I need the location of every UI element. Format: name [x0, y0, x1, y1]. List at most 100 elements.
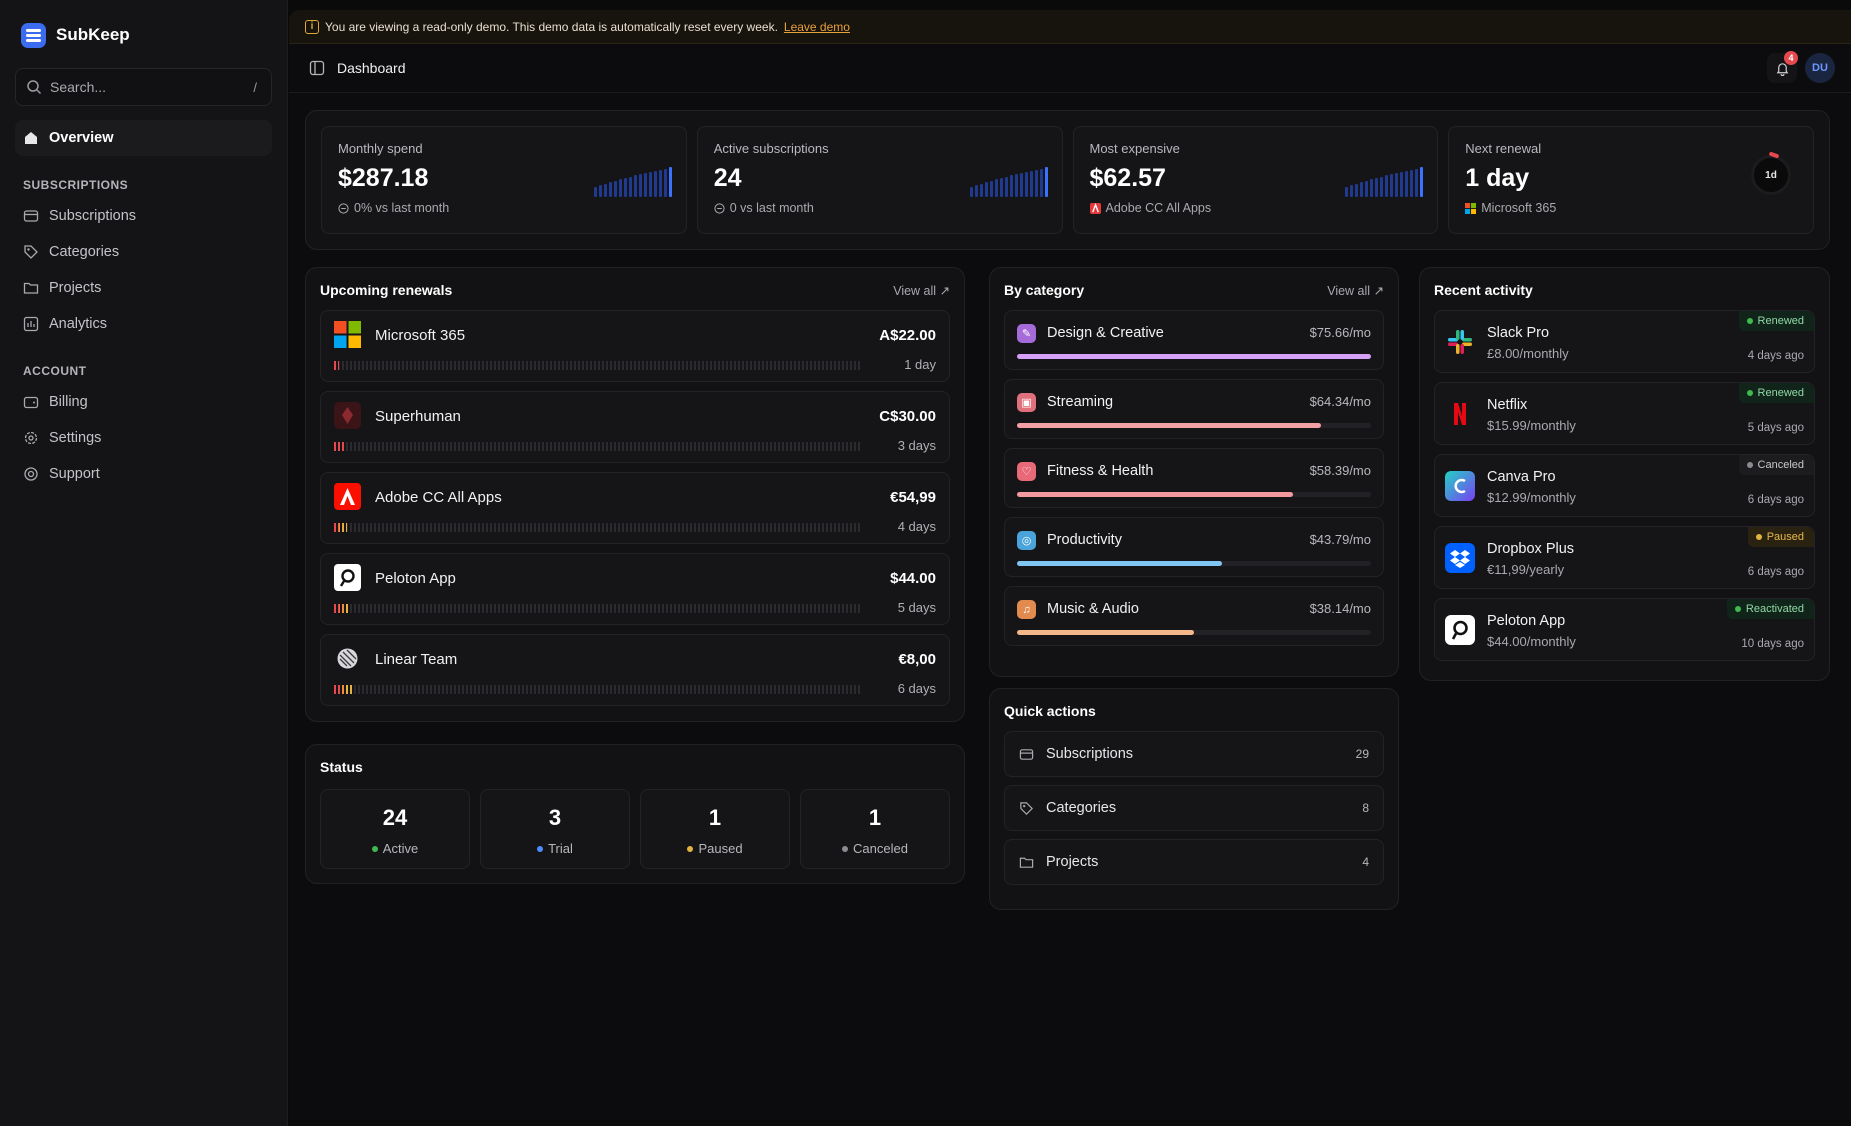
microsoft-icon	[334, 321, 361, 348]
renewal-price: $44.00	[890, 570, 936, 587]
sidebar-item-billing[interactable]: Billing	[15, 384, 272, 420]
search-placeholder: Search...	[50, 79, 107, 95]
activity-item[interactable]: Peloton App $44.00/monthly Reactivated 1…	[1434, 598, 1815, 661]
gear-icon	[24, 431, 38, 445]
sidebar-item-subscriptions[interactable]: Subscriptions	[15, 198, 272, 234]
badge-dot	[1734, 606, 1741, 612]
activity-status-badge: Paused	[1747, 527, 1814, 547]
status-label: Active	[382, 841, 419, 856]
search-input[interactable]: Search... /	[15, 68, 272, 106]
activity-item[interactable]: Slack Pro £8.00/monthly Renewed 4 days a…	[1434, 310, 1815, 373]
sparkline-bar	[603, 184, 607, 197]
status-active[interactable]: 24 Active	[320, 789, 470, 869]
category-bar-fill	[1017, 492, 1294, 497]
demo-banner: i You are viewing a read-only demo. This…	[289, 10, 1851, 44]
sparkline-bar	[668, 167, 672, 197]
sparkline-bar	[1350, 185, 1354, 197]
renewal-item[interactable]: Microsoft 365 A$22.00 1 day	[320, 310, 950, 382]
badge-label: Paused	[1766, 531, 1804, 543]
sidebar-toggle-icon[interactable]	[309, 60, 325, 76]
view-all-renewals-link[interactable]: View all ↗	[893, 283, 950, 298]
view-all-categories-link[interactable]: View all ↗	[1327, 283, 1384, 298]
kpi-sub-text: 0 vs last month	[729, 201, 814, 215]
main-content: i You are viewing a read-only demo. This…	[289, 10, 1851, 1120]
quick-action-projects[interactable]: Projects 4	[1004, 839, 1384, 885]
activity-name: Peloton App	[1487, 613, 1566, 629]
sparkline-bar	[974, 185, 978, 197]
renewal-item[interactable]: Adobe CC All Apps €54,99 4 days	[320, 472, 950, 544]
panel-title: By category	[1004, 282, 1085, 298]
kpi-active-subscriptions: Active subscriptions 24 0 vs last month	[696, 126, 1063, 234]
renewal-progress-fill	[334, 523, 347, 532]
sparkline-bar	[648, 172, 652, 197]
kpi-sub-text: Adobe CC All Apps	[1105, 201, 1212, 215]
category-item[interactable]: ✎ Design & Creative $75.66/mo	[1004, 310, 1384, 370]
notifications-button[interactable]: 4	[1767, 51, 1798, 83]
sparkline-bar	[969, 187, 973, 197]
sidebar-item-label: Overview	[49, 130, 114, 146]
sparkline-bar	[1420, 167, 1424, 197]
renewal-progress-track	[334, 523, 861, 532]
category-amount: $64.34/mo	[1309, 394, 1371, 409]
category-item[interactable]: ♫ Music & Audio $38.14/mo	[1004, 586, 1384, 646]
sparkline-bar	[1024, 172, 1028, 197]
minus-circle-icon	[714, 202, 725, 214]
quick-action-categories[interactable]: Categories 8	[1004, 785, 1384, 831]
slack-icon	[1445, 327, 1475, 357]
status-trial[interactable]: 3 Trial	[480, 789, 630, 869]
sparkline-bars	[593, 163, 672, 197]
kpi-value: $62.57	[1089, 164, 1166, 192]
kpi-value: 1 day	[1465, 164, 1530, 192]
sparkline-bar	[999, 178, 1003, 197]
sparkline-bar	[633, 175, 637, 197]
activity-item[interactable]: Netflix $15.99/monthly Renewed 5 days ag…	[1434, 382, 1815, 445]
brand-name: SubKeep	[56, 25, 130, 44]
category-bar-fill	[1017, 630, 1194, 635]
search-icon	[27, 80, 42, 95]
activity-time: 4 days ago	[1747, 350, 1804, 362]
activity-item[interactable]: Dropbox Plus €11,99/yearly Paused 6 days…	[1434, 526, 1815, 589]
status-dot	[687, 845, 694, 852]
pen-icon: ✎	[1017, 324, 1036, 343]
sidebar-item-analytics[interactable]: Analytics	[15, 306, 272, 342]
quick-action-subscriptions[interactable]: Subscriptions 29	[1004, 731, 1384, 777]
sidebar-item-overview[interactable]: Overview	[15, 120, 272, 156]
quick-action-count: 8	[1362, 801, 1369, 815]
activity-item[interactable]: Canva Pro $12.99/monthly Canceled 6 days…	[1434, 454, 1815, 517]
activity-status-badge: Canceled	[1738, 455, 1814, 475]
category-item[interactable]: ▣ Streaming $64.34/mo	[1004, 379, 1384, 439]
renewal-item[interactable]: Linear Team €8,00 6 days	[320, 634, 950, 706]
sparkline-bars	[969, 163, 1048, 197]
activity-status-badge: Renewed	[1738, 311, 1814, 331]
status-label: Paused	[698, 841, 743, 856]
kpi-label: Active subscriptions	[713, 141, 829, 156]
sparkline-bar	[1400, 172, 1404, 197]
brand[interactable]: SubKeep	[15, 0, 272, 70]
category-item[interactable]: ◎ Productivity $43.79/mo	[1004, 517, 1384, 577]
badge-dot	[1746, 462, 1753, 468]
sidebar-item-settings[interactable]: Settings	[15, 420, 272, 456]
status-canceled[interactable]: 1 Canceled	[800, 789, 950, 869]
sidebar-item-projects[interactable]: Projects	[15, 270, 272, 306]
sidebar-item-categories[interactable]: Categories	[15, 234, 272, 270]
renewal-name: Peloton App	[375, 570, 456, 587]
leave-demo-link[interactable]: Leave demo	[783, 19, 850, 34]
panel-title: Quick actions	[1004, 703, 1096, 719]
status-paused[interactable]: 1 Paused	[640, 789, 790, 869]
renewal-item[interactable]: Peloton App $44.00 5 days	[320, 553, 950, 625]
renewal-days: 1 day	[904, 357, 936, 372]
sidebar-item-support[interactable]: Support	[15, 456, 272, 492]
category-amount: $43.79/mo	[1309, 532, 1371, 547]
badge-label: Renewed	[1757, 315, 1804, 327]
renewal-progress-track	[334, 442, 861, 451]
renewal-ring: 1d	[1751, 155, 1791, 195]
user-avatar[interactable]: DU	[1805, 53, 1835, 83]
category-item[interactable]: ♡ Fitness & Health $58.39/mo	[1004, 448, 1384, 508]
sparkline-bar	[989, 181, 993, 197]
activity-status-badge: Reactivated	[1726, 599, 1814, 619]
sidebar-item-label: Support	[49, 466, 100, 482]
activity-price: £8.00/monthly	[1487, 346, 1569, 361]
renewal-item[interactable]: Superhuman C$30.00 3 days	[320, 391, 950, 463]
quick-action-count: 29	[1355, 747, 1369, 761]
sparkline-bar	[618, 179, 622, 197]
